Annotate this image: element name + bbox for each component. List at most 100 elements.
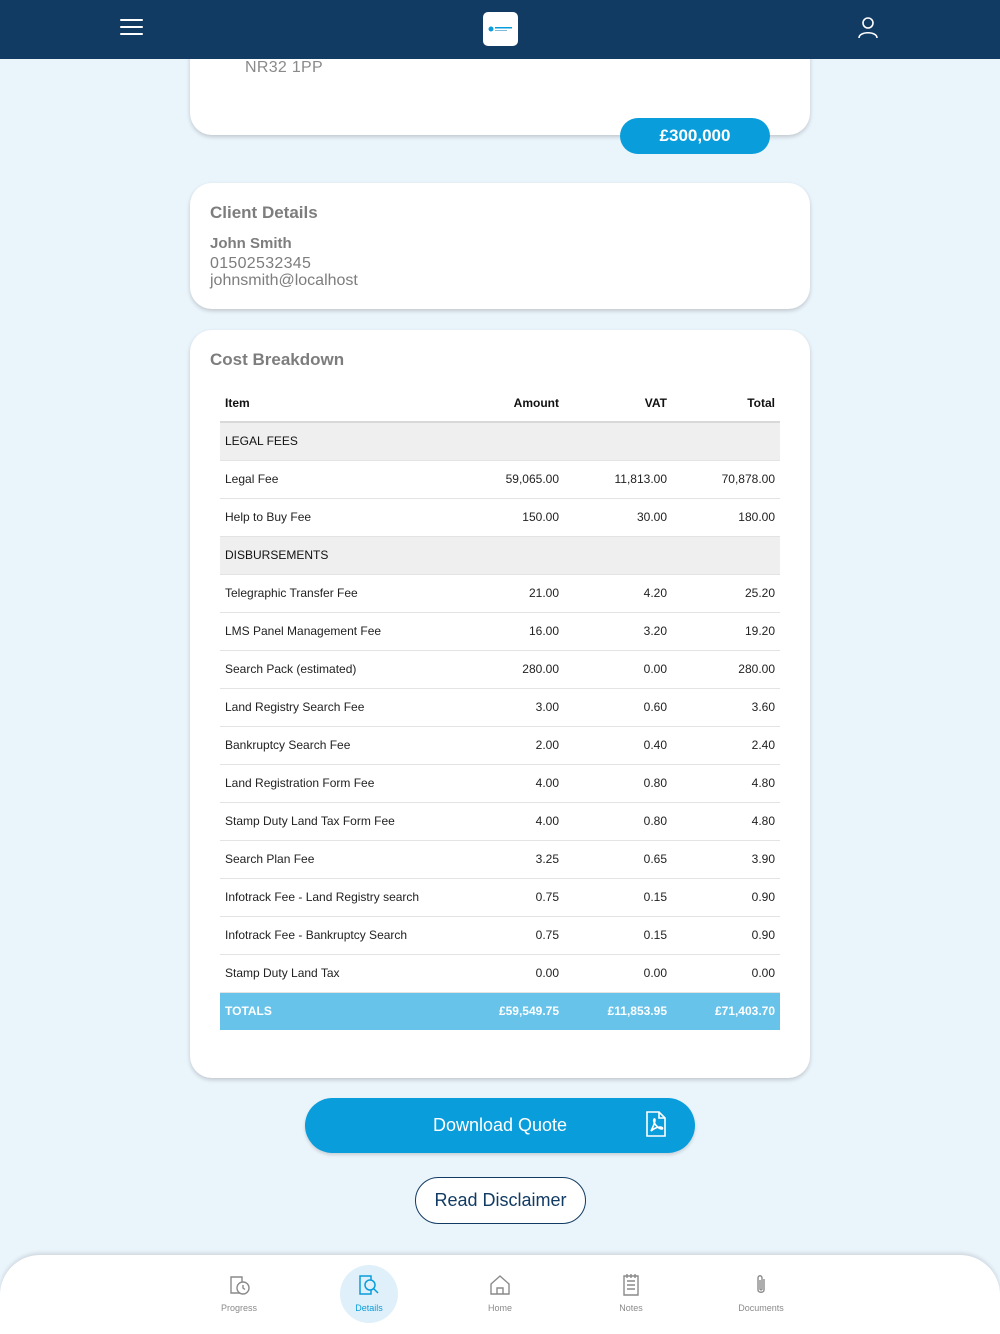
section-label: DISBURSEMENTS [220,536,780,575]
cell-vat: 4.20 [564,574,672,613]
download-quote-button[interactable]: Download Quote [305,1098,695,1153]
nav-item-details[interactable]: Details [329,1265,409,1327]
property-price-badge: £300,000 [620,118,770,154]
client-name: John Smith [210,235,292,252]
cost-table: Item Amount VAT Total LEGAL FEES Legal Fe… [220,385,780,1030]
cell-vat: 0.15 [564,878,672,917]
cell-amount: 2.00 [460,726,564,765]
cell-vat: 0.80 [564,802,672,841]
cell-total: 25.20 [672,574,780,613]
cell-total: 0.00 [672,954,780,993]
nav-label-home: Home [487,1303,512,1313]
cell-item: Telegraphic Transfer Fee [220,574,460,613]
table-row: Legal Fee 59,065.00 11,813.00 70,878.00 [220,460,780,499]
client-details-title: Client Details [210,203,318,222]
user-icon[interactable] [856,15,880,39]
cell-vat: 0.15 [564,916,672,955]
cell-vat: 0.80 [564,764,672,803]
nav-item-home[interactable]: Home [460,1267,540,1327]
cell-amount: 3.00 [460,688,564,727]
hamburger-icon[interactable] [120,19,143,37]
cell-amount: 4.00 [460,764,564,803]
column-header-vat: VAT [564,385,672,423]
cell-vat: 0.40 [564,726,672,765]
section-label: LEGAL FEES [220,422,780,461]
nav-label-details: Details [355,1303,383,1313]
cell-total: 19.20 [672,612,780,651]
cost-table-body: LEGAL FEES Legal Fee 59,065.00 11,813.00 70,… [220,422,780,1030]
cell-item: Infotrack Fee - Bankruptcy Search [220,916,460,955]
cell-amount: 0.75 [460,916,564,955]
column-header-total: Total [672,385,780,423]
cell-total: 0.90 [672,878,780,917]
pdf-icon [646,1111,666,1137]
section-row: DISBURSEMENTS [220,536,780,575]
totals-vat: £11,853.95 [564,992,672,1030]
cell-vat: 0.65 [564,840,672,879]
table-row: Stamp Duty Land Tax 0.00 0.00 0.00 [220,954,780,993]
details-icon [359,1275,379,1295]
property-postcode: NR32 1PP [245,59,323,76]
client-phone: 01502532345 [210,255,312,272]
paperclip-icon [757,1275,765,1293]
read-disclaimer-button[interactable]: Read Disclaimer [415,1177,586,1224]
nav-label-documents: Documents [738,1303,784,1313]
cell-item: Land Registry Search Fee [220,688,460,727]
cell-item: Legal Fee [220,460,460,499]
table-header-row: Item Amount VAT Total [220,385,780,423]
cell-amount: 4.00 [460,802,564,841]
cell-item: Stamp Duty Land Tax Form Fee [220,802,460,841]
cell-vat: 0.00 [564,650,672,689]
cell-amount: 150.00 [460,498,564,537]
table-row: Stamp Duty Land Tax Form Fee 4.00 0.80 4.80 [220,802,780,841]
nav-label-notes: Notes [619,1303,643,1313]
bottom-navigation: Progress Details Home Notes Documents [0,1255,1000,1334]
cell-item: Search Plan Fee [220,840,460,879]
table-row: Search Plan Fee 3.25 0.65 3.90 [220,840,780,879]
table-row: Land Registration Form Fee 4.00 0.80 4.80 [220,764,780,803]
cell-item: Infotrack Fee - Land Registry search [220,878,460,917]
client-details-card: Client Details John Smith 01502532345 jo… [190,183,810,309]
cell-total: 280.00 [672,650,780,689]
cell-vat: 0.00 [564,954,672,993]
cell-amount: 0.75 [460,878,564,917]
cell-vat: 3.20 [564,612,672,651]
cell-amount: 16.00 [460,612,564,651]
column-header-amount: Amount [460,385,564,423]
cell-total: 3.90 [672,840,780,879]
client-email: johnsmith@localhost [210,272,358,289]
table-row: Help to Buy Fee 150.00 30.00 180.00 [220,498,780,537]
section-row: LEGAL FEES [220,422,780,461]
download-quote-label: Download Quote [432,1115,568,1135]
table-row: Land Registry Search Fee 3.00 0.60 3.60 [220,688,780,727]
nav-item-notes[interactable]: Notes [591,1267,671,1327]
cell-vat: 30.00 [564,498,672,537]
column-header-item: Item [220,385,460,423]
cell-item: LMS Panel Management Fee [220,612,460,651]
cell-item: Stamp Duty Land Tax [220,954,460,993]
cell-total: 0.90 [672,916,780,955]
cell-item: Land Registration Form Fee [220,764,460,803]
cell-item: Search Pack (estimated) [220,650,460,689]
cell-total: 2.40 [672,726,780,765]
cell-amount: 21.00 [460,574,564,613]
firm-logo[interactable] [483,12,518,46]
totals-label: TOTALS [220,992,460,1030]
cell-total: 180.00 [672,498,780,537]
cell-item: Bankruptcy Search Fee [220,726,460,765]
table-row: Infotrack Fee - Bankruptcy Search 0.75 0.1… [220,916,780,955]
cost-breakdown-title: Cost Breakdown [210,350,345,369]
table-row: Infotrack Fee - Land Registry search 0.75… [220,878,780,917]
table-row: Search Pack (estimated) 280.00 0.00 280.00 [220,650,780,689]
nav-item-documents[interactable]: Documents [721,1267,801,1327]
cell-total: 4.80 [672,764,780,803]
top-bar [0,0,1000,59]
nav-label-progress: Progress [220,1303,257,1313]
totals-row: TOTALS £59,549.75 £11,853.95 £71,403.70 [220,992,780,1030]
totals-total: £71,403.70 [672,992,780,1030]
cell-total: 70,878.00 [672,460,780,499]
cell-total: 4.80 [672,802,780,841]
totals-amount: £59,549.75 [460,992,564,1030]
nav-item-progress[interactable]: Progress [199,1267,279,1327]
table-row: Telegraphic Transfer Fee 21.00 4.20 25.20 [220,574,780,613]
